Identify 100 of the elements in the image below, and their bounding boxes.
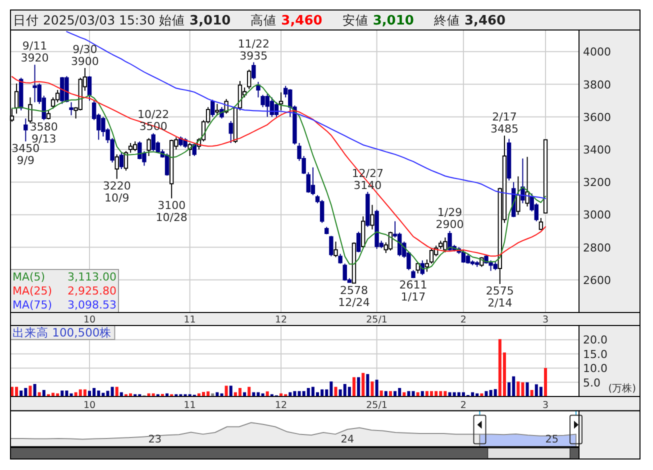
bar <box>516 381 520 396</box>
y-tick-label: 2600 <box>583 274 611 287</box>
candlestick <box>215 103 220 116</box>
x-tick-label: 2 <box>460 314 466 326</box>
candlestick <box>329 235 334 257</box>
bar <box>366 374 370 396</box>
y-tick-label: 10.0 <box>583 362 608 376</box>
x-tick-label: 24 <box>340 434 354 446</box>
bar <box>539 386 542 396</box>
candlestick <box>24 118 28 142</box>
annotation: 9/30 3900 <box>70 42 99 68</box>
annotation: 2,925.80 <box>68 284 116 298</box>
bar <box>375 380 378 396</box>
candlestick <box>416 261 420 274</box>
bar <box>357 377 360 396</box>
bar <box>224 386 228 396</box>
text: MA(75) <box>12 298 52 312</box>
bar <box>229 386 232 396</box>
x-tick-label: 25/1 <box>366 400 388 411</box>
annotation: 3,098.53 <box>68 298 116 312</box>
x-tick-label: 10 <box>83 400 96 411</box>
candlestick <box>256 81 260 98</box>
y-tick-label: 20.0 <box>583 334 608 347</box>
candlestick <box>334 241 338 258</box>
bar <box>420 391 424 396</box>
candlestick <box>352 242 356 284</box>
text: 始値 3,010 高値 3,460 安値 3,010 終値 3,460 <box>159 12 506 28</box>
candlestick <box>370 204 374 230</box>
candlestick <box>361 216 366 249</box>
annotation: 3100 10/28 <box>156 198 188 224</box>
bar <box>388 391 392 396</box>
candlestick <box>114 154 119 180</box>
bar <box>370 381 374 396</box>
x-tick-label: 3 <box>542 400 549 411</box>
candlestick <box>461 250 466 264</box>
candlestick <box>506 138 512 181</box>
bar <box>60 390 64 396</box>
y-tick-label: 3000 <box>583 208 611 222</box>
candlestick <box>128 142 133 154</box>
x-tick-label: 23 <box>148 434 162 446</box>
bar <box>248 386 251 396</box>
candlestick <box>238 80 242 111</box>
bar <box>384 391 388 396</box>
x-tick-label: 11 <box>184 314 196 326</box>
candlestick <box>69 102 74 116</box>
candlestick <box>87 76 92 102</box>
annotation: 2575 2/14 <box>486 284 514 310</box>
candlestick <box>324 226 329 235</box>
bar <box>494 389 497 396</box>
bar <box>407 391 410 396</box>
candlestick <box>466 253 470 264</box>
candlestick <box>366 191 370 228</box>
y-tick-label: 2800 <box>583 241 611 254</box>
annotation: 9/11 3920 <box>20 40 49 65</box>
x-tick-label: 25 <box>545 434 559 446</box>
candlestick <box>28 96 32 124</box>
candlestick <box>278 92 284 111</box>
annotation: 11/22 3935 <box>238 37 270 62</box>
bar <box>33 384 36 396</box>
bar <box>15 386 18 396</box>
x-tick-label: 12 <box>274 314 288 326</box>
bar <box>334 386 338 396</box>
y-tick-label: 3800 <box>583 78 611 92</box>
annotation: 3,113.00 <box>68 270 116 284</box>
candlestick <box>516 176 520 216</box>
y-tick-label: 5.0 <box>583 376 600 390</box>
candlestick <box>388 231 393 252</box>
y-axis-title: (万株) <box>608 382 636 394</box>
bar <box>83 389 86 396</box>
candlestick <box>146 138 151 157</box>
candlestick <box>338 253 342 264</box>
candlestick <box>247 69 252 90</box>
x-tick-label: 2 <box>460 400 466 411</box>
x-tick-label: 11 <box>184 400 196 411</box>
bar <box>484 391 488 396</box>
x-tick-label: 10 <box>83 314 96 326</box>
candlestick <box>543 139 548 214</box>
bar <box>42 390 46 396</box>
bar <box>352 377 356 396</box>
chart-title: 出来高 100,500株 <box>12 326 112 340</box>
candlestick <box>14 82 19 114</box>
chart-title: 日付 2025/03/03 15:30 <box>13 12 156 28</box>
y-tick-label: 3400 <box>583 143 611 156</box>
y-tick-label: 15.0 <box>583 348 608 361</box>
x-tick-label: 25/1 <box>366 314 388 326</box>
bar <box>412 391 415 396</box>
bar <box>526 382 529 396</box>
text: MA(25) <box>12 284 52 298</box>
y-tick-label: 4000 <box>583 46 611 59</box>
y-tick-label: 3200 <box>583 176 611 190</box>
candlestick <box>252 62 256 80</box>
annotation: 1/29 2900 <box>436 206 464 231</box>
x-tick-label: 3 <box>542 314 549 326</box>
annotation: 3220 10/9 <box>102 179 131 204</box>
candlestick <box>164 153 170 176</box>
bar <box>394 391 397 396</box>
candlestick <box>210 99 215 118</box>
annotation: 2611 1/17 <box>399 278 428 304</box>
candlestick <box>310 166 316 196</box>
candlestick <box>429 248 434 264</box>
